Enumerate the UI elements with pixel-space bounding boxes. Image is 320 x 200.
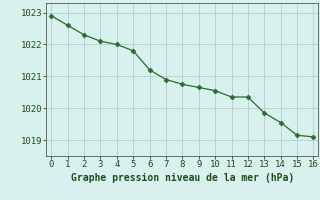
X-axis label: Graphe pression niveau de la mer (hPa): Graphe pression niveau de la mer (hPa) xyxy=(71,173,294,183)
